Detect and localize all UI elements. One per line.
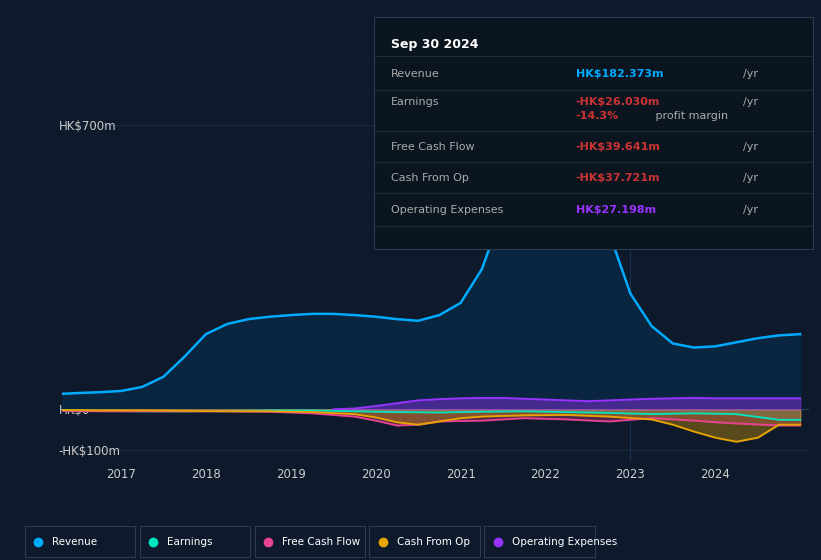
Text: Revenue: Revenue [53,537,98,547]
Text: Revenue: Revenue [391,69,440,79]
Text: HK$27.198m: HK$27.198m [576,205,656,214]
Text: /yr: /yr [742,97,758,106]
Text: Operating Expenses: Operating Expenses [391,205,503,214]
Text: Free Cash Flow: Free Cash Flow [391,142,475,152]
Text: HK$182.373m: HK$182.373m [576,69,663,79]
Text: -HK$26.030m: -HK$26.030m [576,97,660,106]
Text: Sep 30 2024: Sep 30 2024 [391,38,479,51]
Text: -HK$37.721m: -HK$37.721m [576,173,660,183]
Text: Free Cash Flow: Free Cash Flow [282,537,360,547]
Text: /yr: /yr [742,205,758,214]
Text: profit margin: profit margin [653,110,728,120]
Text: Cash From Op: Cash From Op [397,537,470,547]
Text: Cash From Op: Cash From Op [391,173,469,183]
Text: /yr: /yr [742,142,758,152]
Text: -14.3%: -14.3% [576,110,619,120]
Text: Earnings: Earnings [167,537,213,547]
Text: /yr: /yr [742,173,758,183]
Text: -HK$39.641m: -HK$39.641m [576,142,660,152]
Text: Operating Expenses: Operating Expenses [512,537,617,547]
Text: /yr: /yr [742,69,758,79]
Text: Earnings: Earnings [391,97,439,106]
